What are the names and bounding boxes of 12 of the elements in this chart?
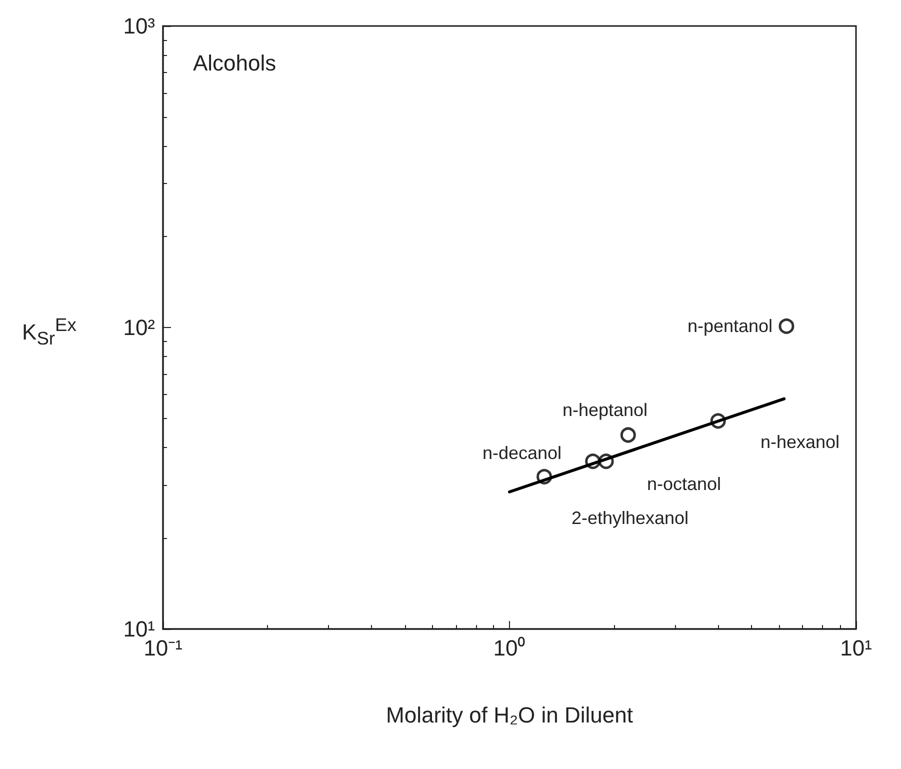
x-tick-label: 10⁰ [493,636,526,660]
annotation: n-hexanol [760,432,840,452]
annotation: 2-ethylhexanol [571,508,689,528]
x-tick-label: 10¹ [840,636,872,660]
y-tick-label: 10³ [123,14,155,38]
annotation: n-heptanol [562,400,648,420]
annotation: Alcohols [193,50,276,76]
annotation: n-pentanol [687,316,773,336]
x-axis-title: Molarity of H₂O in Diluent [386,702,633,728]
annotation: n-decanol [482,443,562,463]
y-tick-label: 10² [123,315,155,340]
annotation: n-octanol [646,474,722,494]
